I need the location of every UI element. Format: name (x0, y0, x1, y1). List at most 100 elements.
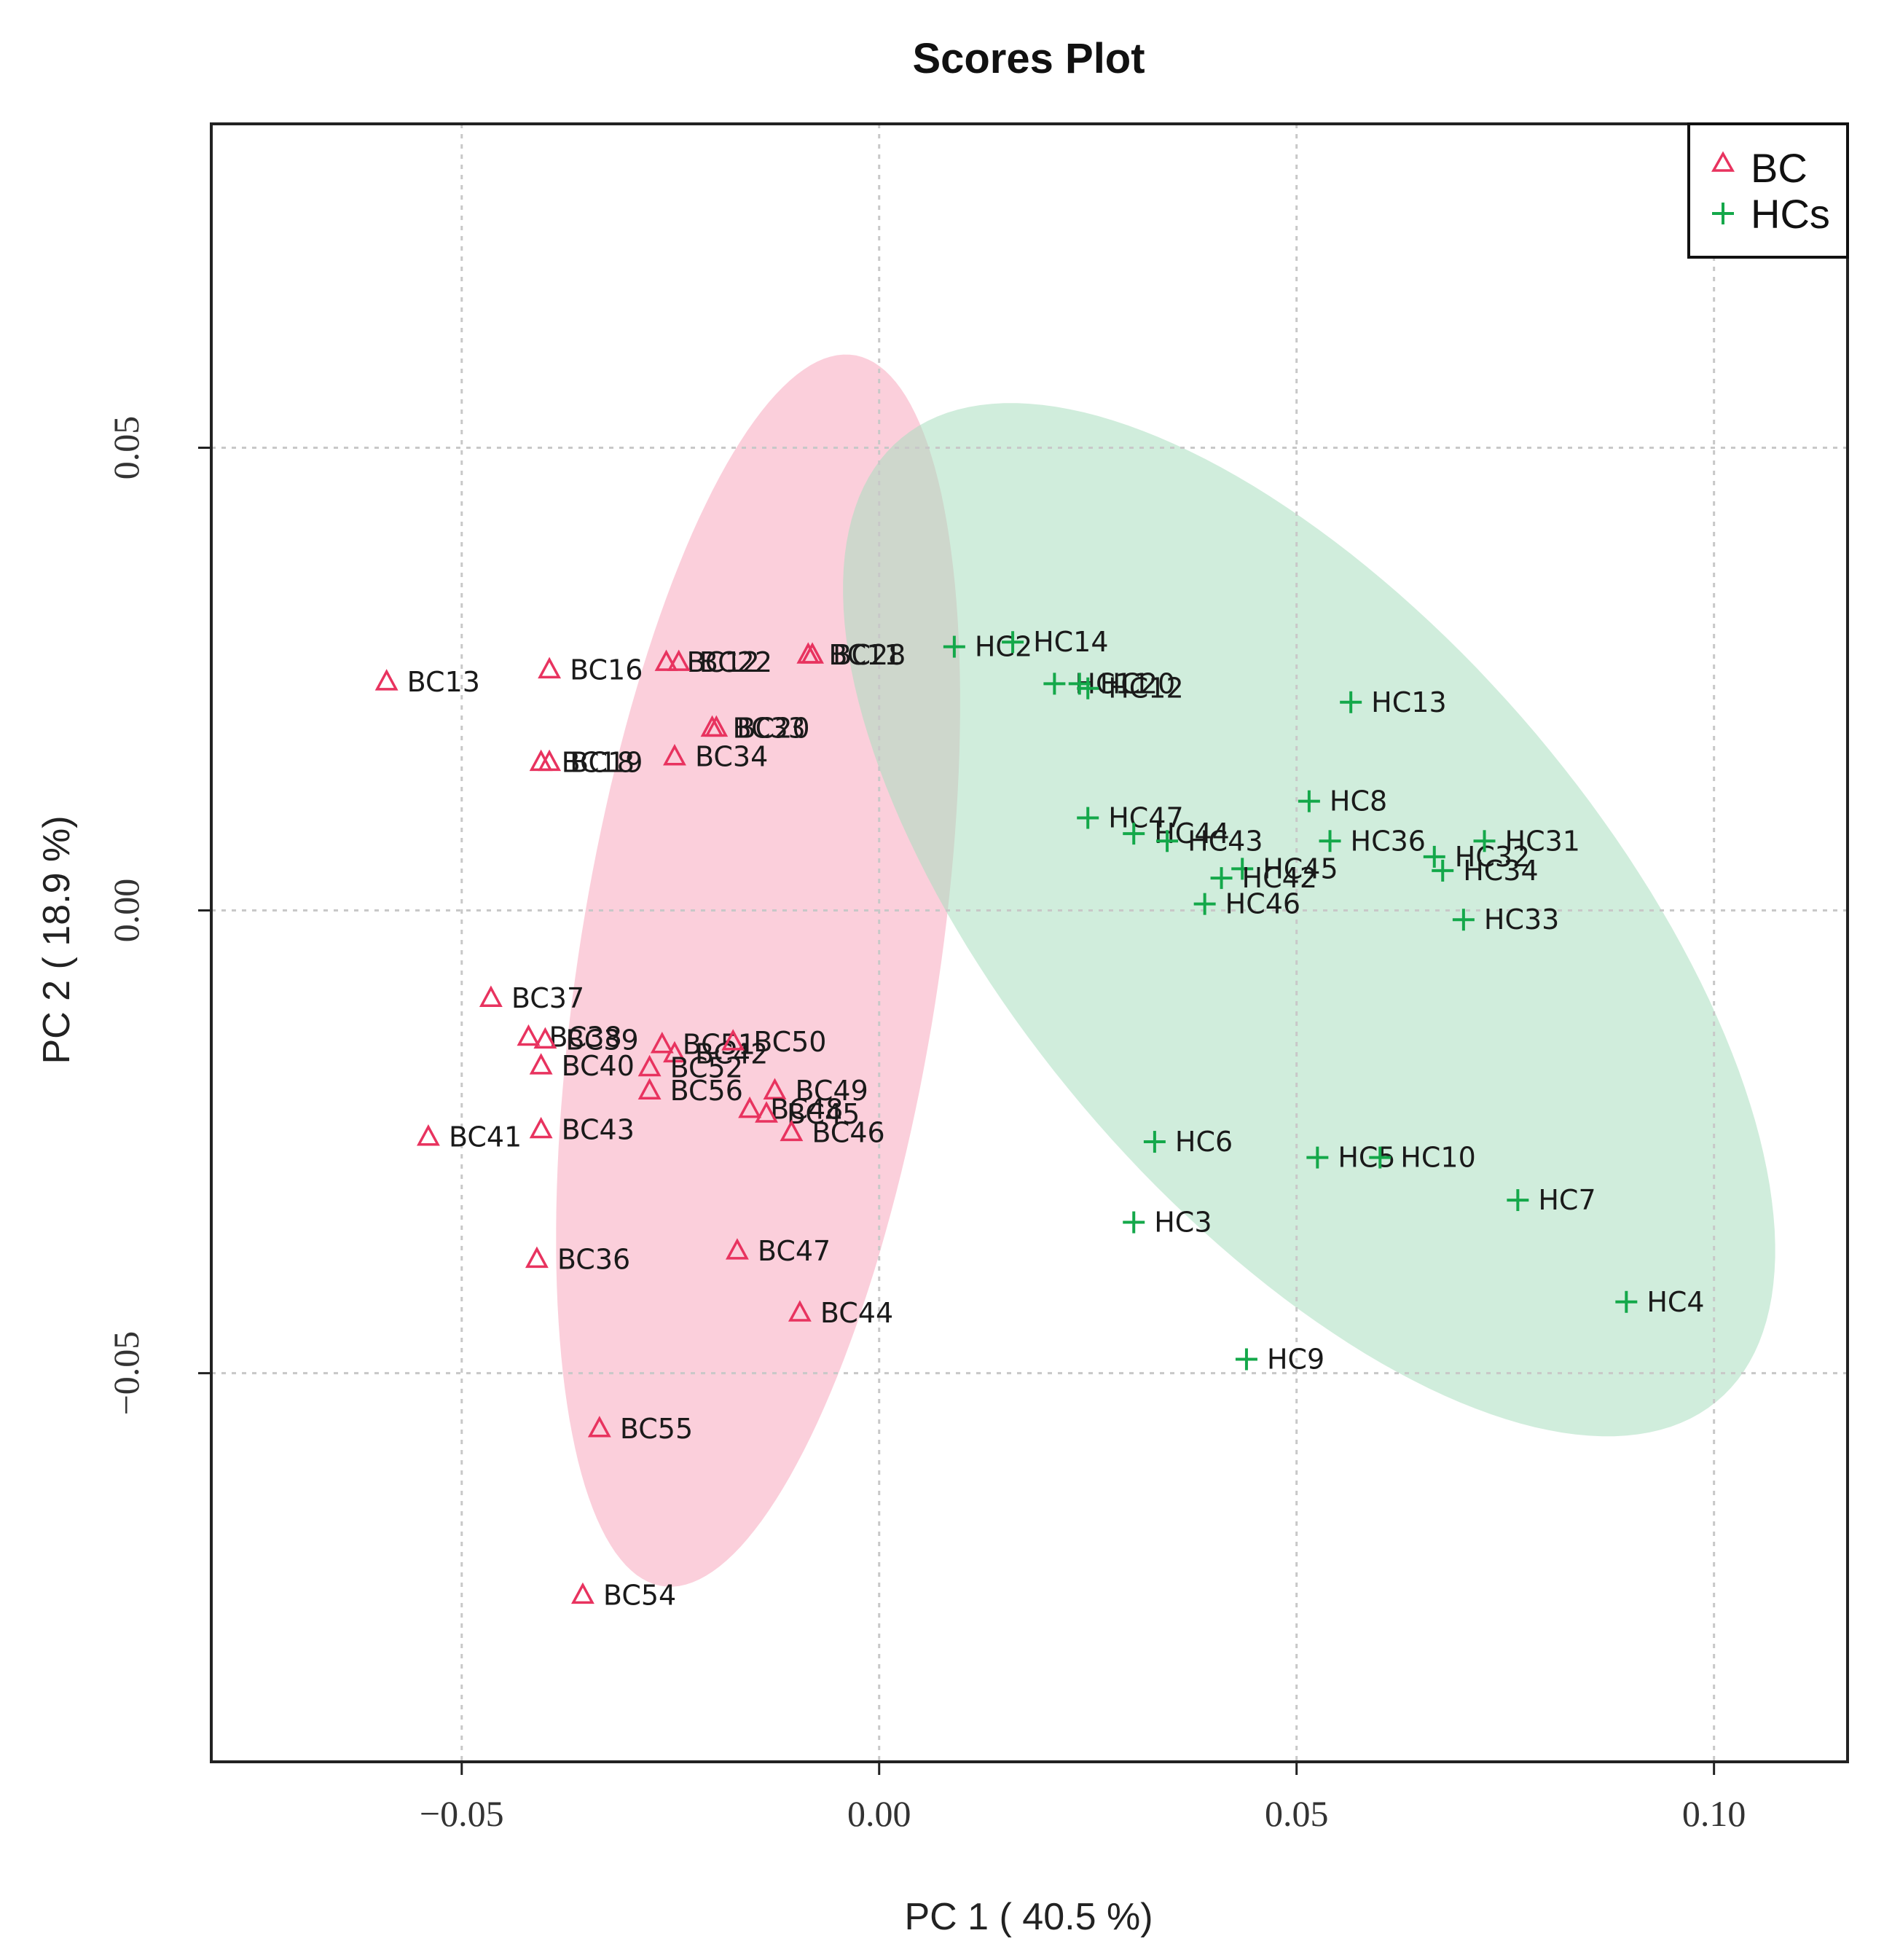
point-hc46 (1193, 893, 1216, 915)
point-label-hc31: HC31 (1505, 825, 1580, 857)
y-tick-label: 0.05 (106, 416, 146, 480)
point-bc13 (374, 669, 399, 691)
point-hc2 (943, 635, 965, 658)
point-bc12 (654, 649, 678, 671)
point-label-bc38: BC38 (549, 1022, 621, 1054)
point-bc56 (637, 1078, 662, 1099)
point-label-hc4: HC4 (1646, 1286, 1704, 1318)
point-bc37 (479, 985, 503, 1007)
x-tick-label: 0.10 (1682, 1793, 1746, 1834)
point-label-bc51: BC51 (683, 1029, 755, 1061)
point-hc7 (1507, 1189, 1529, 1212)
point-hc36 (1319, 830, 1341, 852)
point-bc54 (570, 1582, 594, 1604)
point-label-bc20: BC20 (737, 712, 809, 744)
point-bc28 (801, 642, 824, 664)
point-label-bc43: BC43 (562, 1114, 635, 1146)
point-bc22 (667, 649, 691, 671)
point-hc13 (1340, 691, 1362, 713)
confidence-ellipses (556, 354, 1775, 1587)
point-label-bc16: BC16 (570, 654, 643, 686)
legend: BC HCs (1687, 122, 1849, 259)
point-bc47 (725, 1238, 749, 1260)
legend-hcs-marker (1712, 203, 1734, 224)
point-label-bc42: BC42 (695, 1038, 768, 1070)
point-hc34 (1432, 859, 1454, 882)
point-label-hc20: HC20 (1100, 667, 1175, 699)
point-hc10 (1369, 1146, 1392, 1169)
point-label-hc36: HC36 (1351, 825, 1426, 857)
point-hc14 (1002, 631, 1024, 654)
point-bc38 (517, 1024, 541, 1046)
point-label-bc13: BC13 (407, 666, 480, 698)
point-hc8 (1298, 790, 1320, 812)
point-label-bc11: BC11 (828, 639, 901, 671)
legend-hcs-label: HCs (1751, 191, 1830, 237)
point-bc51 (650, 1032, 674, 1054)
point-label-hc14: HC14 (1033, 626, 1108, 658)
point-label-hc9: HC9 (1267, 1344, 1324, 1376)
x-tick-label: 0.05 (1265, 1793, 1329, 1834)
point-hc31 (1473, 830, 1496, 852)
legend-bc-label: BC (1751, 145, 1808, 191)
point-label-hc42: HC42 (1242, 862, 1317, 894)
point-label-bc28: BC28 (833, 639, 906, 671)
confidence-ellipse-hcs (843, 403, 1775, 1437)
point-label-bc39: BC39 (565, 1024, 638, 1056)
point-bc44 (788, 1300, 812, 1322)
point-hc4 (1615, 1290, 1638, 1313)
point-hc33 (1452, 909, 1475, 931)
point-bc34 (663, 744, 686, 766)
x-tick-label: −0.05 (420, 1793, 504, 1834)
y-axis-label: PC 2 ( 18.9 %) (36, 815, 78, 1064)
chart-title: Scores Plot (912, 35, 1145, 82)
point-hc32 (1423, 845, 1445, 868)
legend-box (1687, 122, 1849, 259)
point-label-bc45: BC45 (787, 1098, 860, 1130)
point-label-hc13: HC13 (1371, 686, 1446, 718)
point-bc39 (533, 1027, 557, 1049)
point-hc3 (1123, 1211, 1145, 1234)
point-hc42 (1210, 867, 1233, 890)
point-bc16 (538, 656, 562, 679)
point-hc9 (1235, 1348, 1257, 1371)
point-label-bc44: BC44 (820, 1297, 893, 1329)
point-label-bc12: BC12 (687, 646, 760, 678)
point-label-bc48: BC48 (770, 1094, 843, 1126)
point-label-bc41: BC41 (449, 1121, 522, 1153)
point-label-hc6: HC6 (1175, 1126, 1233, 1158)
grid-lines (211, 124, 1848, 1762)
point-label-hc3: HC3 (1154, 1207, 1212, 1239)
point-label-bc46: BC46 (812, 1116, 884, 1148)
axes: −0.05 0.00 0.05 0.10 0.05 0.00 −0.05 (106, 416, 1746, 1834)
point-hc12 (1077, 677, 1099, 699)
x-axis-label: PC 1 ( 40.5 %) (904, 1896, 1153, 1938)
point-hc45 (1231, 858, 1254, 880)
point-hc44 (1123, 823, 1145, 845)
plot-frame (210, 122, 1849, 1763)
point-label-hc7: HC7 (1538, 1184, 1595, 1216)
point-bc43 (529, 1116, 553, 1139)
point-hc43 (1156, 830, 1179, 852)
point-bc42 (663, 1040, 686, 1063)
point-label-bc34: BC34 (695, 741, 768, 773)
point-bc41 (417, 1124, 440, 1146)
x-tick-label: 0.00 (847, 1793, 911, 1834)
point-label-hc45: HC45 (1263, 852, 1338, 885)
point-bc48 (738, 1096, 762, 1118)
point-bc45 (755, 1101, 778, 1123)
point-label-bc33: BC33 (733, 712, 806, 744)
point-label-bc54: BC54 (603, 1579, 676, 1611)
point-label-bc40: BC40 (562, 1050, 635, 1082)
point-hc11 (1043, 673, 1066, 695)
point-bc19 (538, 749, 562, 772)
point-bc20 (704, 715, 729, 737)
point-hc47 (1077, 807, 1099, 829)
y-tick-label: 0.00 (106, 879, 146, 943)
point-label-bc47: BC47 (758, 1235, 831, 1267)
point-bc55 (587, 1416, 611, 1438)
point-label-bc19: BC19 (570, 746, 643, 778)
y-tick-label: −0.05 (106, 1331, 146, 1416)
